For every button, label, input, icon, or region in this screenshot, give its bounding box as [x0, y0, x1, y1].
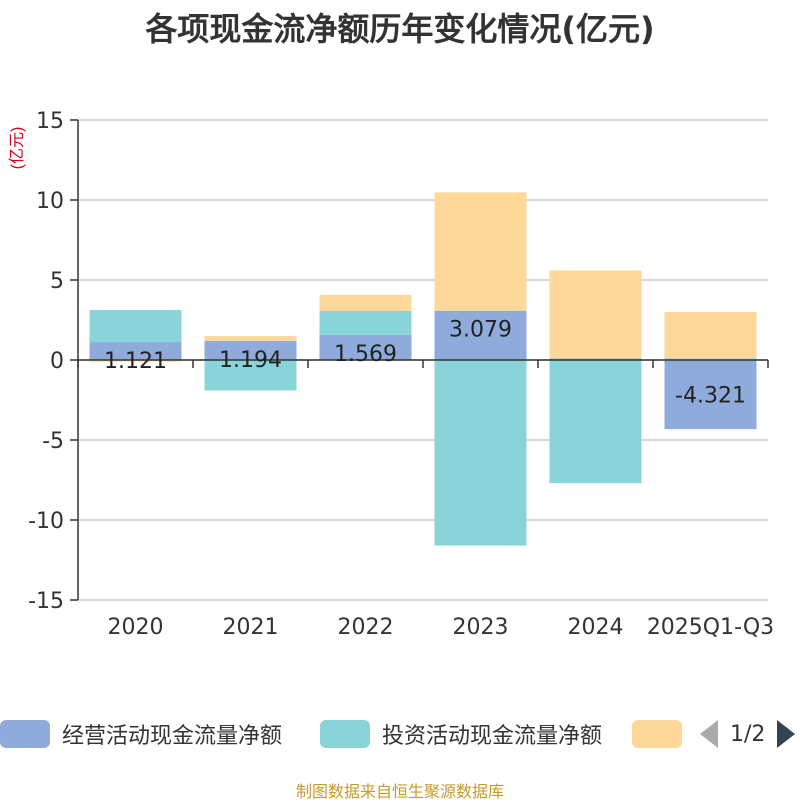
- legend-item-operating[interactable]: 经营活动现金流量净额: [0, 714, 282, 754]
- source-note: 制图数据来自恒生聚源数据库: [295, 782, 504, 801]
- bar-series1-2022[interactable]: [319, 310, 412, 335]
- y-axis-label: (亿元): [8, 127, 26, 170]
- y-tick-label: -5: [42, 429, 64, 454]
- data-label-2020: 1.121: [104, 349, 167, 374]
- legend-pager: 1/2: [700, 714, 796, 754]
- pager-next-icon[interactable]: [777, 720, 796, 748]
- chart-canvas: 15 10 5 0 -5 -10 -15 2020 2021 2022 2023 2024 2025Q1…: [8, 109, 774, 640]
- y-tick-label: 10: [36, 189, 64, 214]
- bar-series1-2023[interactable]: [434, 360, 527, 546]
- pager-prev-icon[interactable]: [700, 720, 718, 748]
- x-tick-label: 2023: [453, 615, 509, 640]
- bar-series0-2022[interactable]: [319, 334, 412, 360]
- legend-swatch-operating: [0, 720, 50, 748]
- axes: 15 10 5 0 -5 -10 -15 2020 2021 2022 2023 2024 2025Q1…: [28, 109, 774, 640]
- bar-series1-2025Q1-Q3[interactable]: [664, 358, 757, 360]
- bar-series0-2020[interactable]: [89, 342, 182, 360]
- y-tick-label: -10: [28, 509, 64, 534]
- bar-series1-2020[interactable]: [89, 310, 182, 343]
- bar-series1-2024[interactable]: [549, 360, 642, 484]
- bar-series2-2020[interactable]: [89, 360, 182, 362]
- chart-title: 各项现金流净额历年变化情况(亿元): [145, 10, 655, 48]
- y-tick-label: -15: [28, 589, 64, 614]
- pager-text: 1/2: [730, 721, 766, 747]
- bar-series2-2025Q1-Q3[interactable]: [664, 312, 757, 359]
- bar-series0-2024[interactable]: [549, 358, 642, 360]
- data-label-2023: 3.079: [449, 318, 512, 343]
- x-tick-label: 2022: [338, 615, 394, 640]
- legend-swatch-financing: [632, 720, 682, 748]
- data-labels: 1.121 1.194 1.569 3.079 -4.321: [104, 318, 746, 409]
- bar-series1-2021[interactable]: [204, 360, 297, 391]
- x-tick-label: 2021: [223, 615, 279, 640]
- bar-series2-2023[interactable]: [434, 192, 527, 311]
- x-tick-label: 2020: [108, 615, 164, 640]
- bars: [89, 192, 757, 546]
- bar-series2-2024[interactable]: [549, 270, 642, 359]
- legend-label-investing: 投资活动现金流量净额: [382, 724, 603, 749]
- bar-series2-2021[interactable]: [204, 336, 297, 341]
- y-tick-label: 15: [36, 109, 64, 134]
- data-label-2022: 1.569: [334, 342, 397, 367]
- x-tick-label: 2025Q1-Q3: [647, 615, 774, 640]
- legend-item-investing[interactable]: 投资活动现金流量净额: [320, 714, 602, 754]
- legend-swatch-investing: [320, 720, 370, 748]
- y-tick-label: 5: [50, 269, 64, 294]
- bar-series0-2021[interactable]: [204, 340, 297, 360]
- legend-item-financing[interactable]: [632, 714, 682, 754]
- y-tick-label: 0: [50, 349, 64, 374]
- x-tick-label: 2024: [568, 615, 624, 640]
- bar-series2-2022[interactable]: [319, 294, 412, 311]
- bar-series0-2025Q1-Q3[interactable]: [664, 360, 757, 430]
- legend-label-operating: 经营活动现金流量净额: [62, 724, 283, 749]
- data-label-2021: 1.194: [219, 348, 282, 373]
- legend: 经营活动现金流量净额 投资活动现金流量净额 1/2: [0, 714, 800, 754]
- data-label-2025Q1-Q3: -4.321: [675, 384, 746, 409]
- bar-series0-2023[interactable]: [434, 310, 527, 360]
